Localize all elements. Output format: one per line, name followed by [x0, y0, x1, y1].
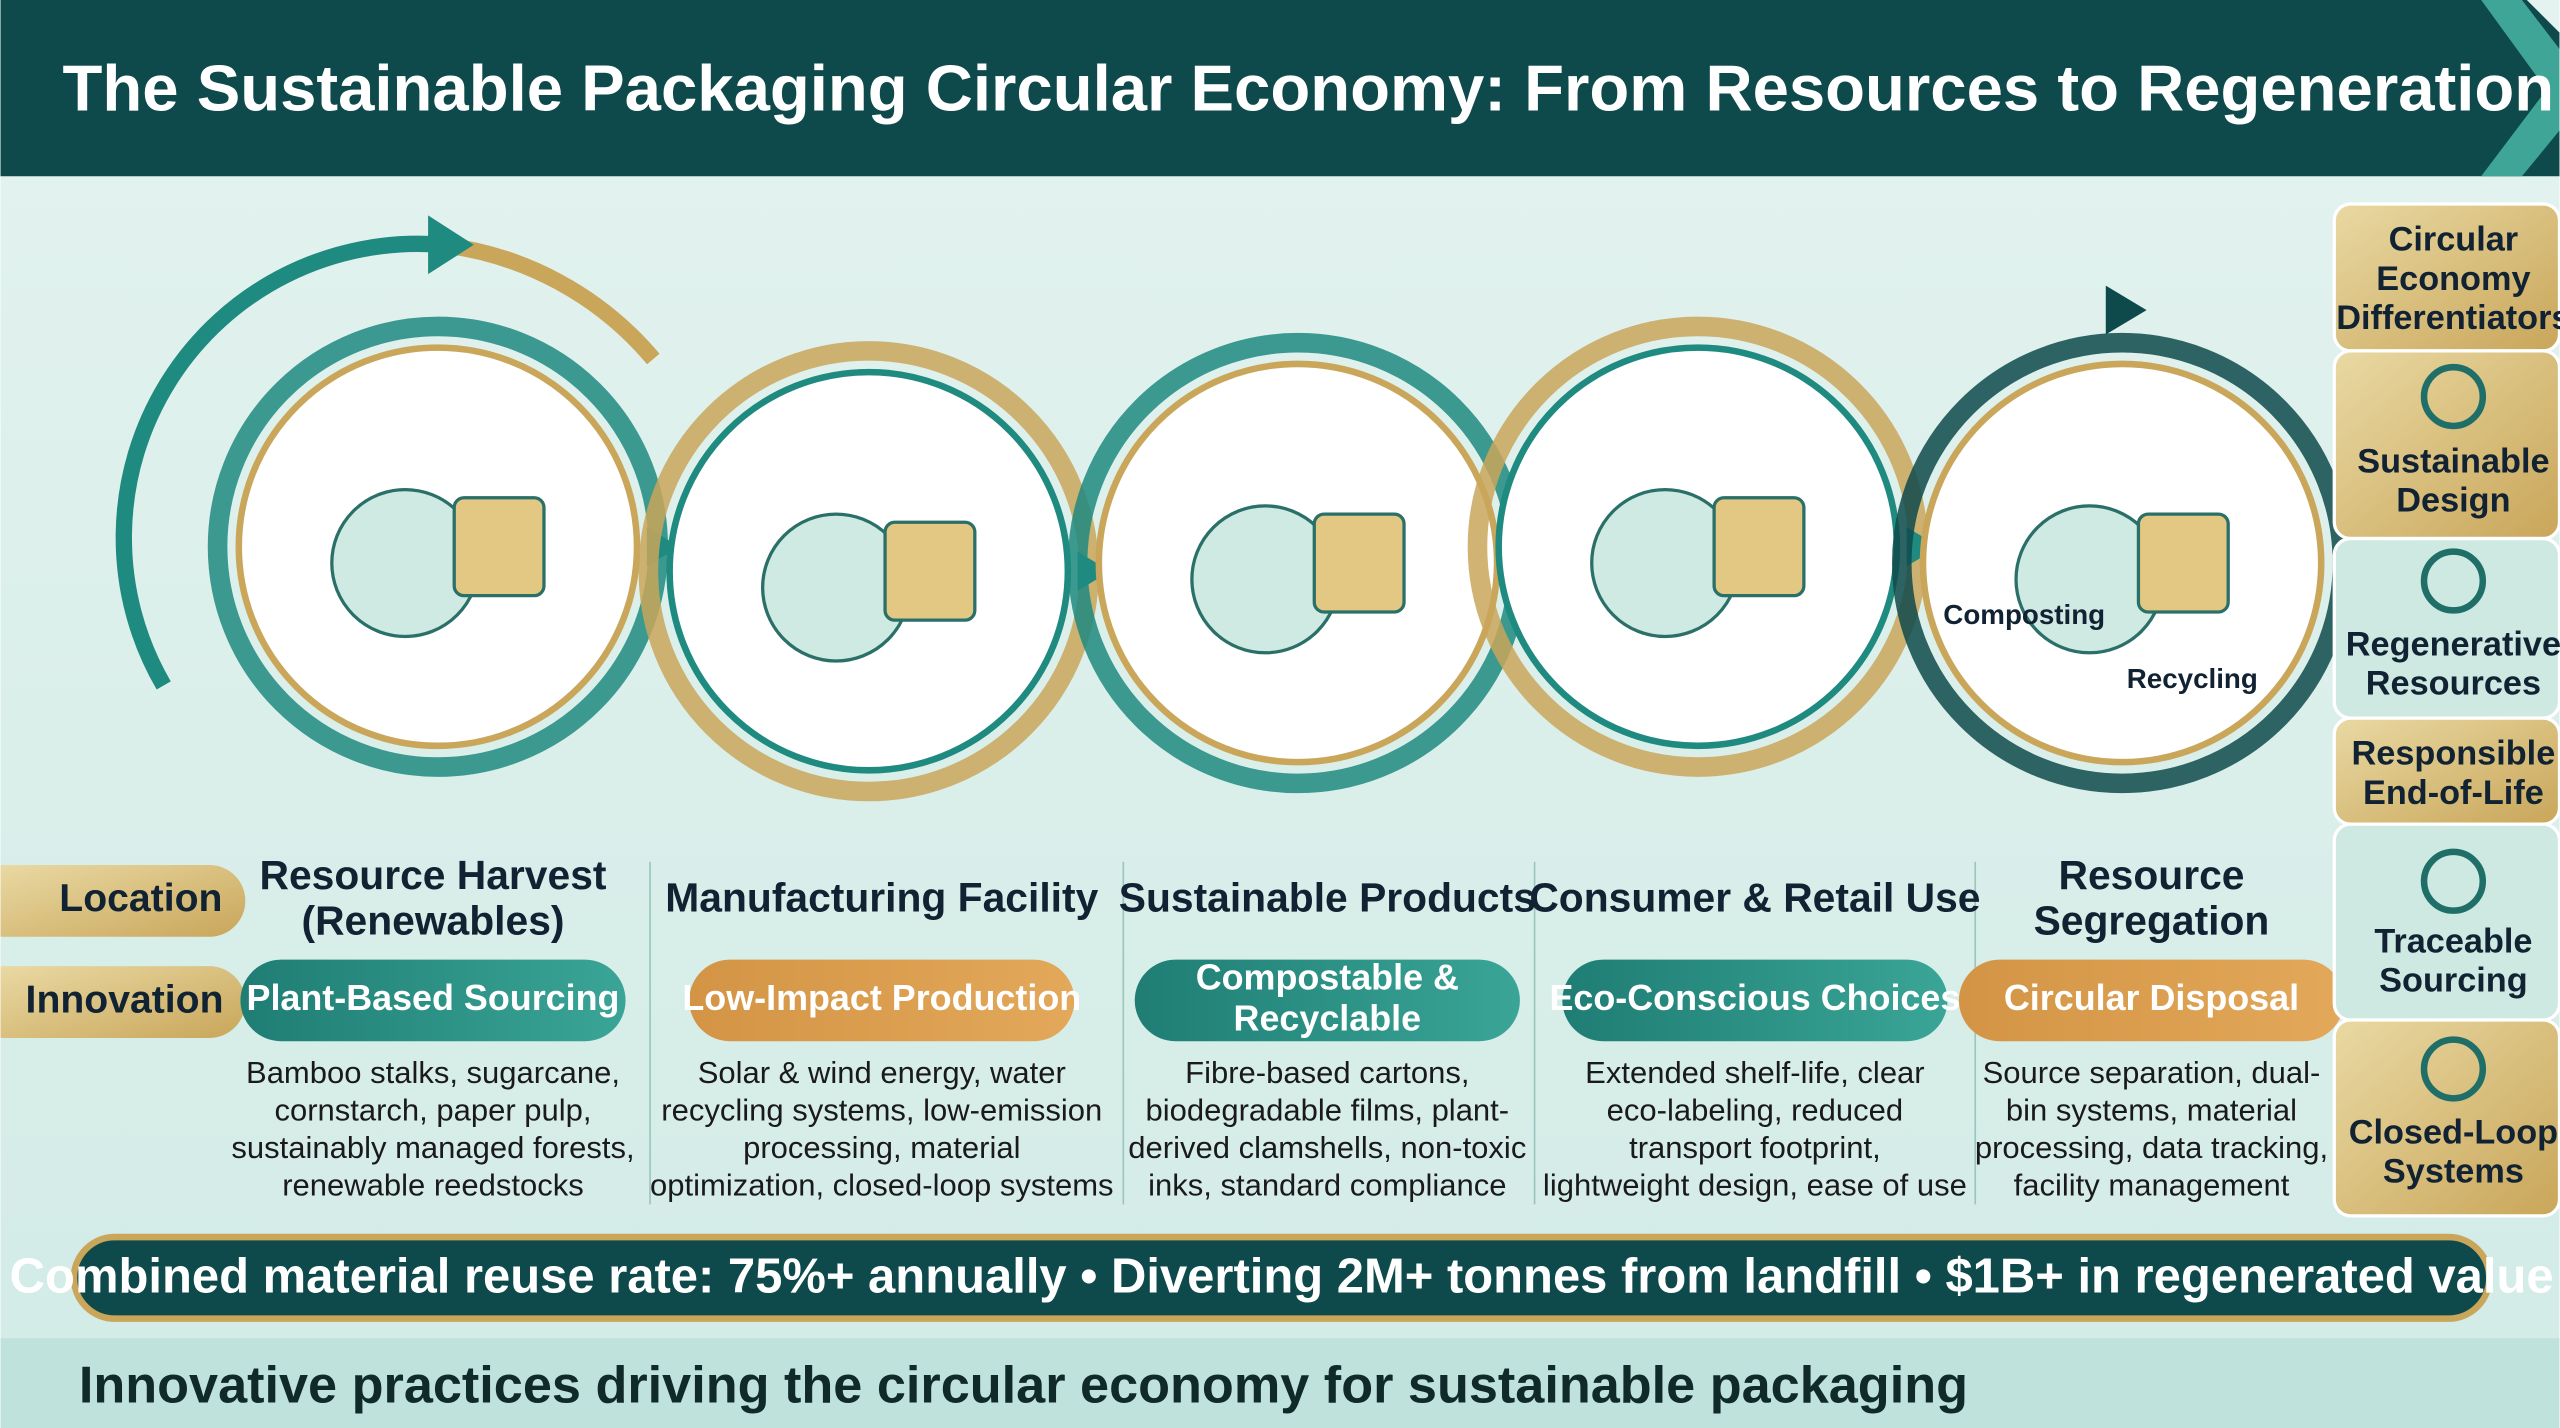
- stage-location: Consumer & Retail Use: [1529, 875, 1980, 921]
- sidebar-item: Design: [2396, 482, 2510, 520]
- stage-description: facility management: [2014, 1167, 2290, 1202]
- stage-description: processing, data tracking,: [1975, 1130, 2328, 1165]
- sidebar-icon: [2420, 1036, 2487, 1102]
- illustration-label: Composting: [1943, 599, 2105, 630]
- row-label-pill: [0, 864, 246, 937]
- stage-description: bin systems, material: [2006, 1092, 2297, 1127]
- sidebar-item: Closed-Loop: [2349, 1113, 2558, 1151]
- innovation-label: Compostable &: [1196, 958, 1459, 998]
- sidebar-title: Economy: [2376, 260, 2530, 298]
- stage-location: Manufacturing Facility: [665, 875, 1098, 921]
- stage-description: Source separation, dual-: [1983, 1055, 2321, 1090]
- stage-description: cornstarch, paper pulp,: [274, 1092, 591, 1127]
- banner-text: Combined material reuse rate: 75%+ annua…: [10, 1249, 2554, 1303]
- sidebar-section: [2332, 1018, 2560, 1218]
- stage-description: renewable reedstocks: [282, 1167, 584, 1202]
- footer: Innovative practices driving the circula…: [79, 1357, 1968, 1415]
- sidebar-item: Sustainable: [2357, 443, 2549, 481]
- stage-description: inks, standard compliance: [1148, 1167, 1506, 1202]
- sidebar-icon: [2420, 363, 2487, 430]
- row-label-pill: [0, 966, 246, 1038]
- sidebar-item: Resources: [2366, 664, 2541, 702]
- stage-description: transport footprint,: [1629, 1130, 1881, 1165]
- arrow-head: [428, 215, 474, 275]
- footer-band: [0, 1338, 2560, 1428]
- illustration: [1312, 512, 1406, 614]
- illustration: [1712, 496, 1806, 598]
- stage-description: biodegradable films, plant-: [1146, 1092, 1510, 1127]
- row-label: Innovation: [26, 978, 224, 1021]
- innovation-pill: [240, 959, 626, 1042]
- stage-location: (Renewables): [301, 897, 564, 943]
- sidebar-icon: [2420, 548, 2487, 614]
- title: The Sustainable Packaging Circular Econo…: [63, 51, 2555, 124]
- illustration: [452, 496, 546, 598]
- title-bar-accent: [2481, 0, 2560, 177]
- row-label: Location: [59, 877, 222, 920]
- stage-description: Bamboo stalks, sugarcane,: [246, 1055, 620, 1090]
- illustration-label: Recycling: [2127, 663, 2258, 694]
- innovation-label: Recyclable: [1234, 998, 1422, 1038]
- innovation-label: Plant-Based Sourcing: [247, 978, 620, 1018]
- innovation-label: Low-Impact Production: [682, 978, 1081, 1018]
- illustration: [2136, 512, 2230, 614]
- innovation-label: Circular Disposal: [2004, 978, 2299, 1018]
- stage-description: sustainably managed forests,: [231, 1130, 634, 1165]
- sidebar-item: Regenerative: [2346, 625, 2560, 663]
- stage-location: Segregation: [2034, 897, 2270, 943]
- sidebar-item: Systems: [2383, 1152, 2524, 1190]
- flow-rings: [115, 215, 2147, 690]
- innovation-pill: [689, 959, 1075, 1042]
- stage-description: derived clamshells, non-toxic: [1128, 1130, 1526, 1165]
- stage-description: recycling systems, low-emission: [661, 1092, 1102, 1127]
- return-arrow: [440, 236, 660, 365]
- innovation-pill: [1562, 959, 1948, 1042]
- stage-description: optimization, closed-loop systems: [650, 1167, 1113, 1202]
- stage-description: Solar & wind energy, water: [698, 1055, 1066, 1090]
- sidebar-item: Traceable: [2374, 922, 2532, 960]
- sidebar-title: Differentiators: [2336, 299, 2560, 337]
- stage-description: Fibre-based cartons,: [1185, 1055, 1469, 1090]
- sidebar-icon: [2420, 848, 2487, 914]
- sidebar-item: Responsible: [2352, 735, 2556, 773]
- arrow-head: [2105, 285, 2147, 335]
- illustration: [883, 520, 977, 622]
- innovation-pill: [1134, 959, 1520, 1042]
- stage-location: Sustainable Products: [1119, 875, 1536, 921]
- stage-description: Extended shelf-life, clear: [1585, 1055, 1924, 1090]
- stage-description: processing, material: [743, 1130, 1020, 1165]
- title-bar: [0, 0, 2560, 177]
- sidebar-item: End-of-Life: [2363, 774, 2544, 812]
- stage-description: lightweight design, ease of use: [1543, 1167, 1967, 1202]
- banner: [70, 1233, 2493, 1322]
- stage-location: Resource: [2059, 852, 2245, 898]
- sidebar-title: Circular: [2389, 221, 2519, 259]
- stage-description: eco-labeling, reduced: [1607, 1092, 1903, 1127]
- return-arrow: [115, 235, 442, 690]
- stage-location: Resource Harvest: [260, 852, 607, 898]
- innovation-label: Eco-Conscious Choices: [1549, 978, 1960, 1018]
- sidebar-item: Sourcing: [2379, 962, 2528, 1000]
- innovation-pill: [1958, 959, 2345, 1042]
